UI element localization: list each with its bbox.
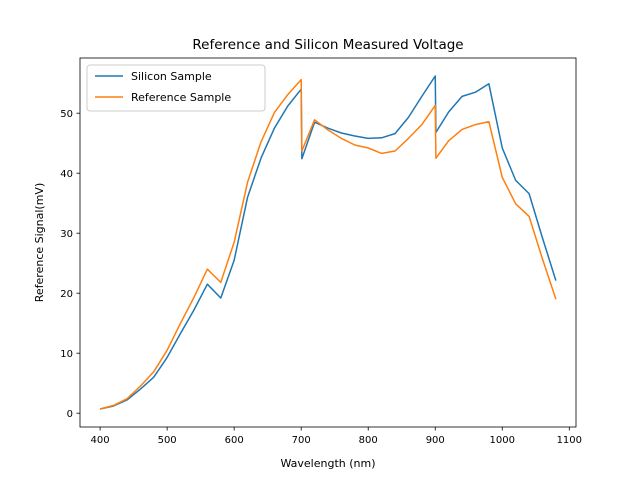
y-tick-label: 40 [60,169,73,180]
x-axis-label: Wavelength (nm) [280,457,375,470]
plot-frame [79,57,577,428]
y-axis: 0 10 20 30 40 50 [60,109,80,420]
x-tick-label: 1000 [490,435,515,446]
x-tick-label: 500 [158,435,177,446]
x-tick-label: 700 [292,435,311,446]
y-axis-label: Reference Signal(mV) [33,183,46,303]
legend-box [86,64,266,112]
legend: Silicon Sample Reference Sample [86,64,266,112]
chart-title: Reference and Silicon Measured Voltage [192,37,463,53]
legend-label-1: Silicon Sample [131,70,212,83]
x-tick-label: 400 [91,435,110,446]
y-tick-label: 30 [60,229,73,240]
series-line-1 [99,75,557,410]
x-tick-label: 900 [426,435,445,446]
plot-lines [99,75,557,410]
x-axis: 400 500 600 700 800 900 1000 1100 [91,427,582,446]
x-tick-label: 600 [225,435,244,446]
y-tick-label: 20 [60,289,73,300]
series-line-2 [99,78,557,410]
y-tick-label: 0 [67,409,73,420]
legend-label-2: Reference Sample [131,91,231,104]
y-tick-label: 50 [60,109,73,120]
x-tick-label: 800 [359,435,378,446]
y-tick-label: 10 [60,349,73,360]
x-tick-label: 1100 [557,435,582,446]
